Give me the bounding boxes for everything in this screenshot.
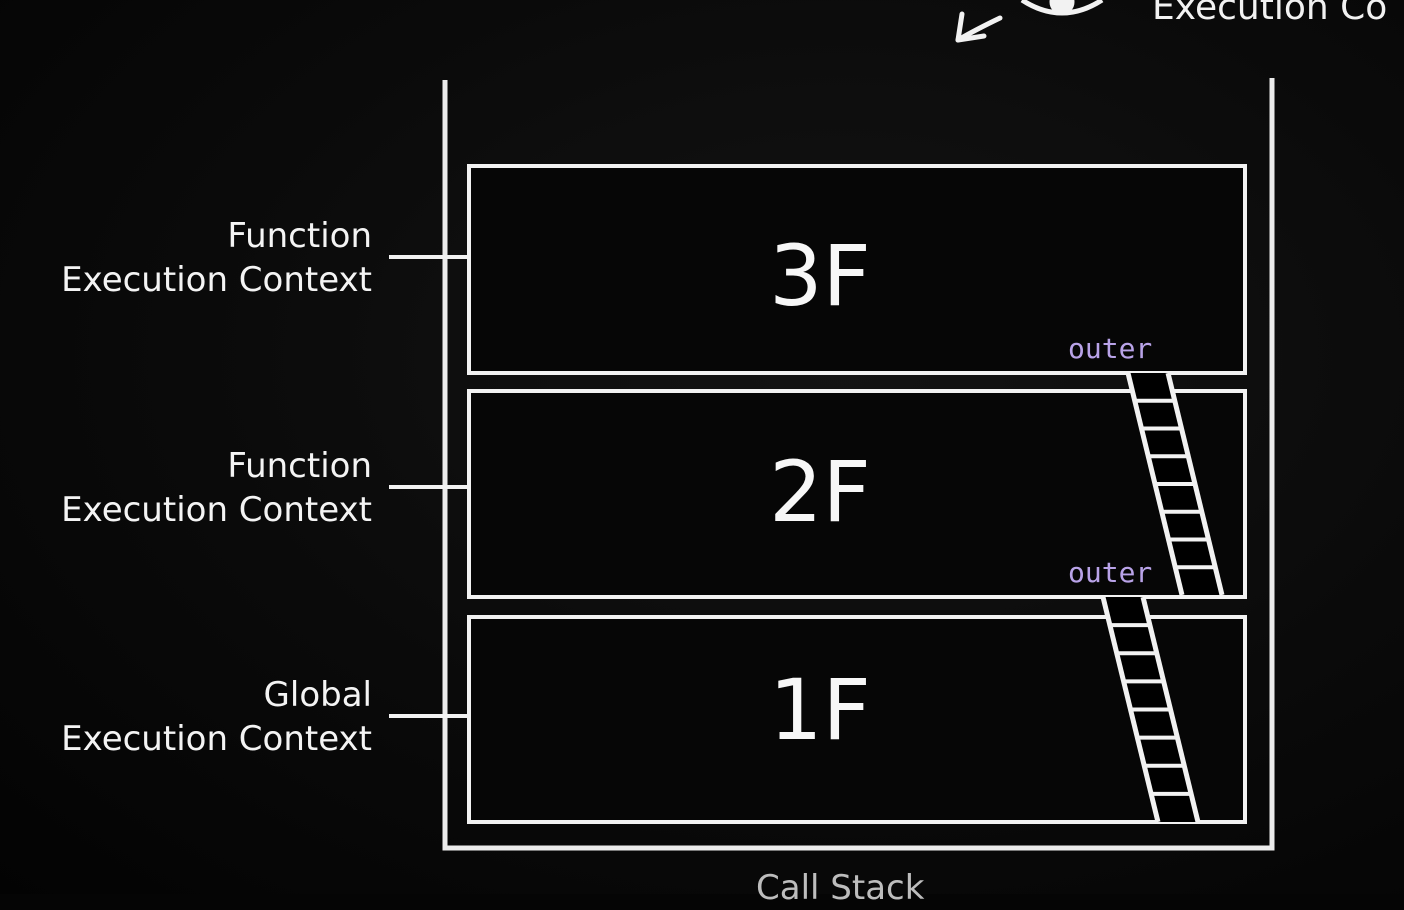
outer-reference-2f: outer: [1068, 556, 1153, 589]
context-label-3f: Function Execution Context: [61, 214, 372, 302]
stack-container: [442, 78, 1275, 851]
context-name-2f: Execution Context: [61, 490, 372, 530]
ladder-2f-to-1f: [1100, 596, 1201, 823]
context-name-1f: Execution Context: [61, 719, 372, 759]
ladder-3f-to-2f: [1125, 372, 1225, 596]
floor-label-1f: 1F: [769, 661, 871, 759]
outer-reference-3f: outer: [1068, 332, 1153, 365]
context-type-3f: Function: [227, 216, 372, 256]
floor-label-3f: 3F: [769, 227, 871, 325]
arrow-icon: [955, 11, 1003, 43]
floor-label-2f: 2F: [769, 443, 871, 541]
context-name-3f: Execution Context: [61, 260, 372, 300]
eye-icon: [1020, 0, 1104, 16]
call-stack-label: Call Stack: [756, 868, 925, 908]
context-label-2f: Function Execution Context: [61, 444, 372, 532]
context-type-2f: Function: [227, 446, 372, 486]
frame-box-3f: [467, 164, 1247, 375]
context-type-1f: Global: [263, 675, 372, 715]
context-label-1f: Global Execution Context: [61, 673, 372, 761]
frame-box-2f: [467, 389, 1247, 599]
top-partial-label: Execution Co: [1152, 0, 1388, 28]
